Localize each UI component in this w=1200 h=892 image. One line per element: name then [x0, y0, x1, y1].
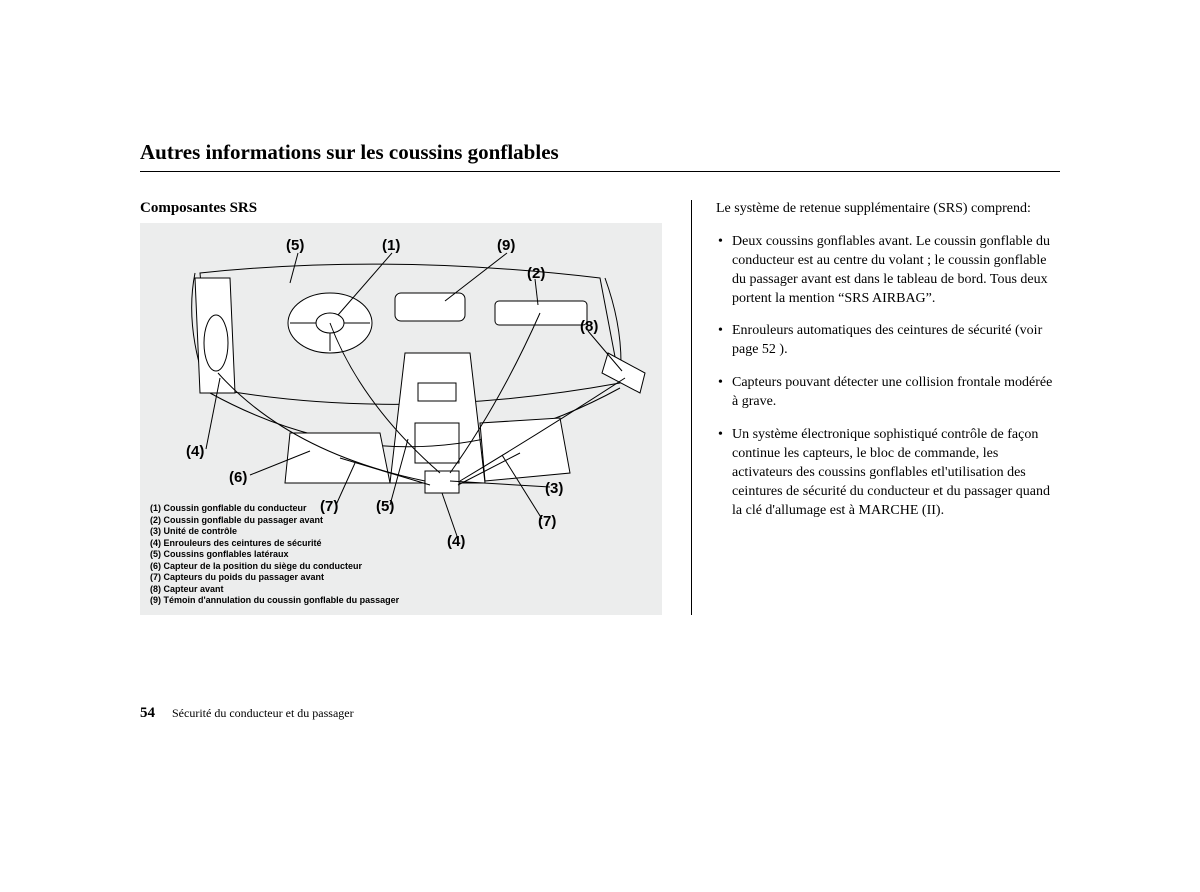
- page-number: 54: [140, 705, 155, 721]
- legend-line: (1) Coussin gonflable du conducteur: [150, 503, 399, 515]
- diagram-callout: (2): [527, 265, 545, 282]
- right-column: Le système de retenue supplémentaire (SR…: [716, 200, 1060, 615]
- diagram-legend: (1) Coussin gonflable du conducteur(2) C…: [150, 503, 399, 607]
- diagram-callout: (6): [229, 469, 247, 486]
- diagram-callout: (4): [186, 443, 204, 460]
- diagram-callout: (8): [580, 318, 598, 335]
- legend-line: (2) Coussin gonflable du passager avant: [150, 515, 399, 527]
- bullet-item: Enrouleurs automatiques des ceintures de…: [716, 322, 1060, 360]
- legend-line: (9) Témoin d'annulation du coussin gonfl…: [150, 595, 399, 607]
- diagram-callout: (3): [545, 480, 563, 497]
- content-columns: Composantes SRS: [140, 200, 1060, 615]
- legend-line: (8) Capteur avant: [150, 584, 399, 596]
- bullet-item: Capteurs pouvant détecter une collision …: [716, 374, 1060, 412]
- diagram-callout: (7): [538, 513, 556, 530]
- legend-line: (6) Capteur de la position du siège du c…: [150, 561, 399, 573]
- figure-subtitle: Composantes SRS: [140, 200, 671, 217]
- diagram-callout: (9): [497, 237, 515, 254]
- legend-line: (4) Enrouleurs des ceintures de sécurité: [150, 538, 399, 550]
- legend-line: (3) Unité de contrôle: [150, 526, 399, 538]
- bullet-item: Deux coussins gonflables avant. Le couss…: [716, 233, 1060, 309]
- diagram-callout: (4): [447, 533, 465, 550]
- footer-section: Sécurité du conducteur et du passager: [172, 706, 354, 720]
- legend-line: (7) Capteurs du poids du passager avant: [150, 572, 399, 584]
- diagram-callout: (5): [286, 237, 304, 254]
- page-footer: 54 Sécurité du conducteur et du passager: [140, 705, 354, 722]
- legend-line: (5) Coussins gonflables latéraux: [150, 549, 399, 561]
- bullet-item: Un système électronique sophistiqué cont…: [716, 426, 1060, 520]
- left-column: Composantes SRS: [140, 200, 692, 615]
- intro-text: Le système de retenue supplémentaire (SR…: [716, 200, 1060, 219]
- diagram-callout: (1): [382, 237, 400, 254]
- page-title: Autres informations sur les coussins gon…: [140, 140, 1060, 172]
- srs-diagram: (5)(1)(9)(2)(8)(4)(6)(7)(5)(3)(7)(4)(1) …: [140, 223, 662, 615]
- bullet-list: Deux coussins gonflables avant. Le couss…: [716, 233, 1060, 521]
